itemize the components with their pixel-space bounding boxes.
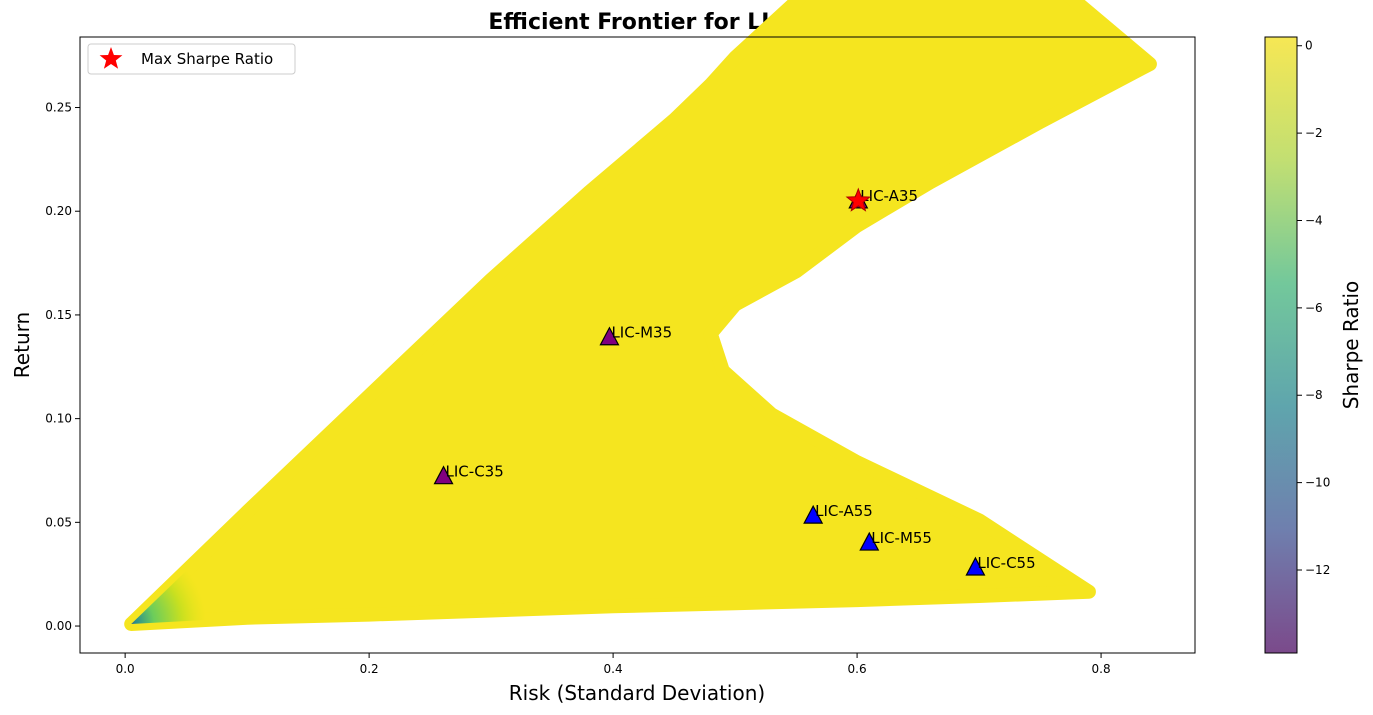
frontier-cloud-low-sharpe-region <box>131 0 1150 624</box>
y-tick-label: 0.00 <box>45 619 72 633</box>
y-tick-label: 0.05 <box>45 515 72 529</box>
fund-label-lic-c55: LIC-C55 <box>977 554 1035 572</box>
fund-marker-lic-m55 <box>859 531 880 551</box>
fund-markers <box>433 189 986 576</box>
colorbar-tick-label: −2 <box>1305 126 1323 140</box>
chart-title: Efficient Frontier for LIC <box>488 10 785 35</box>
legend-star-icon <box>99 47 123 69</box>
y-tick-label: 0.15 <box>45 308 72 322</box>
x-axis-label: Risk (Standard Deviation) <box>509 681 765 705</box>
plot-area: LIC-A35 LIC-M35 LIC-C35 LIC-A55 LIC-M55 LIC-C… <box>124 0 1157 631</box>
colorbar-label: Sharpe Ratio <box>1339 281 1363 410</box>
colorbar-ticks: 0 −2 −4 −6 −8 −10 −12 <box>1297 39 1330 577</box>
x-tick-label: 0.0 <box>116 662 135 676</box>
fund-marker-lic-m35 <box>599 326 620 346</box>
legend: Max Sharpe Ratio <box>87 43 296 75</box>
fund-label-lic-m55: LIC-M55 <box>871 529 932 547</box>
colorbar-tick-label: −8 <box>1305 388 1323 402</box>
fund-marker-lic-c55 <box>965 556 986 576</box>
colorbar-tick-label: −10 <box>1305 476 1330 490</box>
legend-entry-max-sharpe: Max Sharpe Ratio <box>141 50 273 68</box>
fund-label-lic-c35: LIC-C35 <box>446 463 504 481</box>
x-axis-ticks: 0.0 0.2 0.4 0.6 0.8 <box>116 653 1111 676</box>
fund-label-lic-a55: LIC-A55 <box>815 502 873 520</box>
x-tick-label: 0.8 <box>1092 662 1111 676</box>
y-axis-ticks: 0.00 0.05 0.10 0.15 0.20 0.25 <box>45 101 80 633</box>
colorbar-tick-label: −6 <box>1305 301 1323 315</box>
y-tick-label: 0.20 <box>45 204 72 218</box>
fund-marker-lic-c35 <box>433 465 454 485</box>
colorbar-tick-label: −4 <box>1305 213 1323 227</box>
y-tick-label: 0.25 <box>45 101 72 115</box>
x-tick-label: 0.2 <box>360 662 379 676</box>
max-sharpe-star-marker <box>845 187 872 212</box>
x-tick-label: 0.4 <box>604 662 623 676</box>
fund-marker-lic-a55 <box>803 504 824 524</box>
fund-label-lic-m35: LIC-M35 <box>611 324 672 342</box>
colorbar-tick-label: −12 <box>1305 563 1330 577</box>
colorbar: 0 −2 −4 −6 −8 −10 −12 Sharpe Ratio <box>1264 36 1363 654</box>
legend-box <box>87 43 296 75</box>
y-axis-label: Return <box>10 312 34 378</box>
colorbar-tick-label: 0 <box>1305 39 1313 53</box>
fund-labels: LIC-A35 LIC-M35 LIC-C35 LIC-A55 LIC-M55 LIC-C… <box>446 187 1036 572</box>
y-tick-label: 0.10 <box>45 412 72 426</box>
fund-label-lic-a35: LIC-A35 <box>860 187 918 205</box>
x-tick-label: 0.6 <box>848 662 867 676</box>
colorbar-gradient <box>1264 36 1298 654</box>
plot-frame <box>79 36 1196 654</box>
